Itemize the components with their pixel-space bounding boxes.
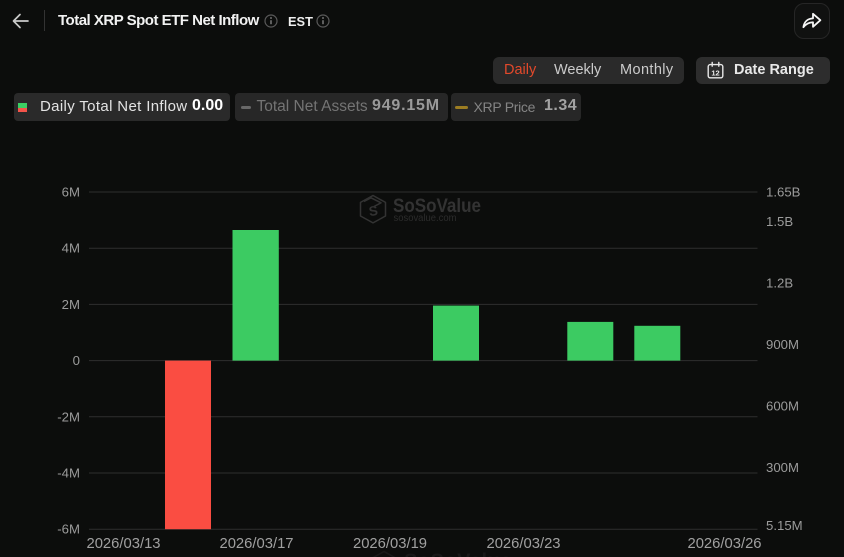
svg-text:2M: 2M (62, 297, 80, 312)
svg-text:4M: 4M (62, 241, 80, 256)
svg-text:SoSoValue: SoSoValue (404, 551, 512, 557)
svg-text:5.15M: 5.15M (766, 518, 803, 533)
svg-text:1.2B: 1.2B (766, 276, 793, 291)
svg-text:sosovalue.com: sosovalue.com (394, 213, 457, 224)
svg-text:2026/03/26: 2026/03/26 (687, 536, 761, 552)
svg-text:12: 12 (711, 68, 719, 77)
svg-text:2026/03/23: 2026/03/23 (486, 536, 560, 552)
svg-text:900M: 900M (766, 337, 799, 352)
svg-text:300M: 300M (766, 460, 799, 475)
svg-text:2026/03/17: 2026/03/17 (219, 536, 293, 552)
svg-text:-4M: -4M (57, 466, 80, 481)
svg-text:SoSoValue: SoSoValue (393, 195, 481, 217)
svg-text:-2M: -2M (57, 409, 80, 424)
svg-text:6M: 6M (62, 185, 80, 200)
svg-text:2026/03/19: 2026/03/19 (353, 536, 427, 552)
svg-text:1.5B: 1.5B (766, 214, 793, 229)
svg-text:2026/03/13: 2026/03/13 (86, 536, 160, 552)
svg-text:600M: 600M (766, 399, 799, 414)
svg-text:S: S (368, 203, 379, 219)
svg-text:-6M: -6M (57, 522, 80, 537)
svg-text:1.65B: 1.65B (766, 185, 801, 200)
svg-text:0: 0 (73, 353, 80, 368)
